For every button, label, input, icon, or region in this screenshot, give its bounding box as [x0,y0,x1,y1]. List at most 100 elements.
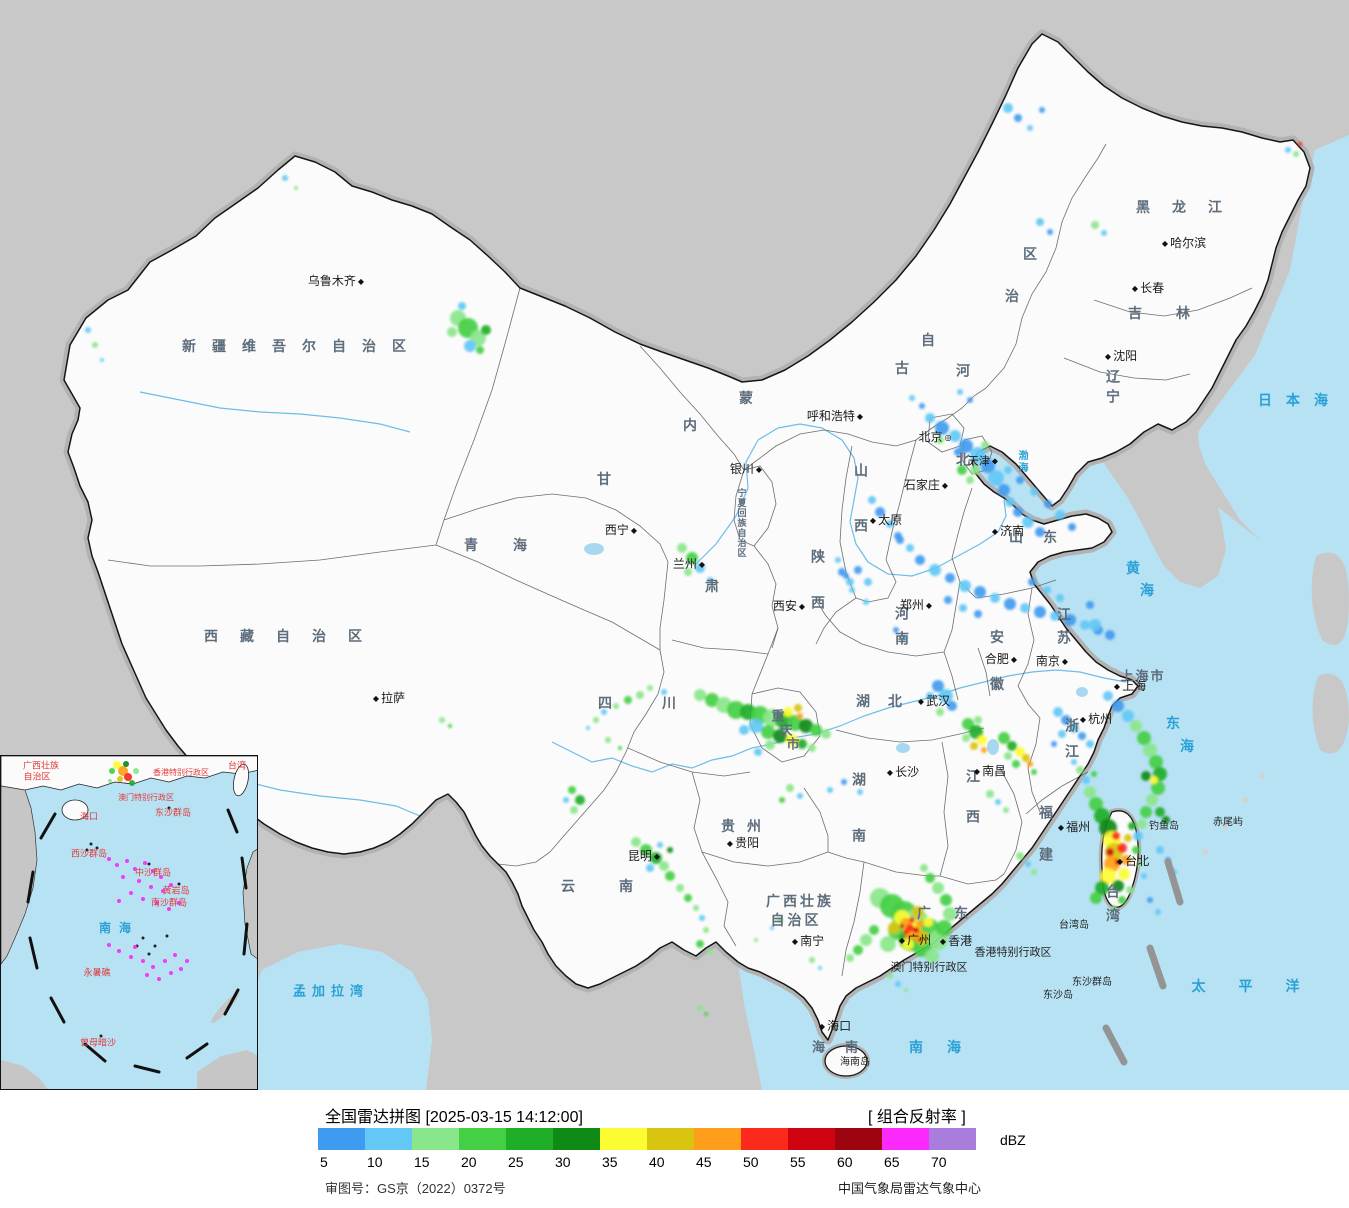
city-label: 郑州 ◆ [900,599,934,611]
province-label-text: 重 [771,708,785,724]
japan-kyushu [1312,673,1349,754]
province-label: 江苏 [1056,607,1072,653]
city-label: ◆ 贵阳 [725,837,759,849]
radar-echo [977,735,987,745]
province-label: 区 [1023,247,1037,261]
legend-value: 70 [931,1154,947,1170]
city-marker-icon: ◆ [653,852,661,861]
inset-label: 香港特别行政区 [153,769,209,777]
city-label: ◆ 广州 [897,934,931,946]
legend-color-bar [318,1128,976,1150]
radar-echo [909,917,915,923]
radar-echo [810,724,822,736]
province-label-text: 自 [921,332,935,348]
province-label-text: 青海 [464,537,562,553]
city-label: ◆ 武汉 [916,695,950,707]
inset-taiwan [232,763,250,797]
province-label-text: 蒙 [739,390,753,406]
radar-echo [568,786,576,794]
radar-echo [854,566,862,574]
city-marker-icon: ◆ [630,526,638,535]
radar-echo [1141,771,1151,781]
legend-swatch [506,1128,553,1150]
radar-echo [631,837,641,847]
city-label: ◆ 海口 [817,1020,851,1032]
radar-echo [1155,909,1161,915]
city-marker-icon: ◆ [357,277,365,286]
sea-label: 孟加拉湾 [293,985,369,998]
province-label: 黑龙江 [1136,200,1244,214]
south-china-sea-inset: 广西壮族 自治区 香港特别行政区 澳门特别行政区 台湾 海口 东沙群岛 西沙群岛 中沙群岛 黄岩岛… [0,755,258,1090]
radar-echo [809,957,815,963]
inset-label-text: 广西壮族 [22,760,60,771]
radar-echo [1293,151,1299,157]
radar-echo [129,780,135,786]
radar-echo [1031,869,1037,875]
inset-label-text: 东沙群岛 [154,807,192,818]
radar-echo [1020,603,1030,613]
radar-echo [932,680,944,692]
legend-swatch [600,1128,647,1150]
city-label-text: 北京 [918,430,943,444]
inset-radar-echo-layer [107,761,189,981]
province-label: 安 [990,630,1004,644]
radar-echo [125,859,129,863]
radar-echo [1051,741,1057,747]
sea-label: 海 [1180,739,1194,753]
province-label: 湖北 [856,694,920,708]
radar-echo [707,949,713,955]
province-label-text: 山东 [1009,529,1077,545]
radar-echo [1156,846,1164,854]
legend-swatch [788,1128,835,1150]
radar-echo [1034,606,1046,618]
radar-echo [945,573,955,583]
radar-echo [1078,732,1086,740]
radar-echo [841,779,847,785]
city-label-text: 济南 [1000,524,1025,538]
radar-echo [117,776,123,782]
radar-echo [779,797,785,803]
sea-label: 日本海 [1258,393,1342,407]
legend-value: 15 [414,1154,430,1170]
city-label-text: 上海 [1122,679,1147,693]
radar-echo [173,953,177,957]
radar-echo [919,403,925,409]
city-label-text: 长沙 [895,765,920,779]
province-label-text: 庆 [779,722,793,738]
radar-echo [1091,221,1099,229]
inset-island-dots [85,806,181,1038]
radar-echo [145,973,149,977]
radar-echo [783,707,793,717]
radar-echo [179,967,183,971]
city-label: 北京 ◎ [919,431,954,443]
legend-value: 35 [602,1154,618,1170]
radar-echo [970,465,980,475]
province-label-text: 黑龙江 [1136,199,1244,215]
inset-hainan [61,799,89,821]
radar-echo [1140,806,1152,818]
legend-value: 10 [367,1154,383,1170]
province-label-text: 辽宁 [1105,369,1121,409]
radar-echo [1030,488,1038,496]
province-label-text: 福建 [1038,805,1054,889]
island-label-text: 钓鱼岛 [1149,821,1179,832]
radar-echo [936,708,944,716]
radar-echo [967,397,973,403]
city-label-text: 合肥 [984,652,1009,666]
radar-echo [448,724,452,728]
city-label-text: 南宁 [800,934,825,948]
radar-echo [624,696,632,704]
inset-label: 南海 [99,922,139,934]
radar-echo [970,447,986,463]
province-label: 山东 [1009,530,1077,544]
radar-echo [1112,880,1124,892]
radar-echo [1003,807,1009,813]
radar-echo [117,899,121,903]
radar-echo [92,342,98,348]
nine-dash-line [1102,858,1184,1066]
sea-label: 南海 [909,1040,985,1054]
legend-value: 45 [696,1154,712,1170]
city-label-text: 呼和浩特 [806,409,855,423]
city-label: ◆ 南昌 [972,765,1006,777]
radar-echo [1118,868,1130,880]
